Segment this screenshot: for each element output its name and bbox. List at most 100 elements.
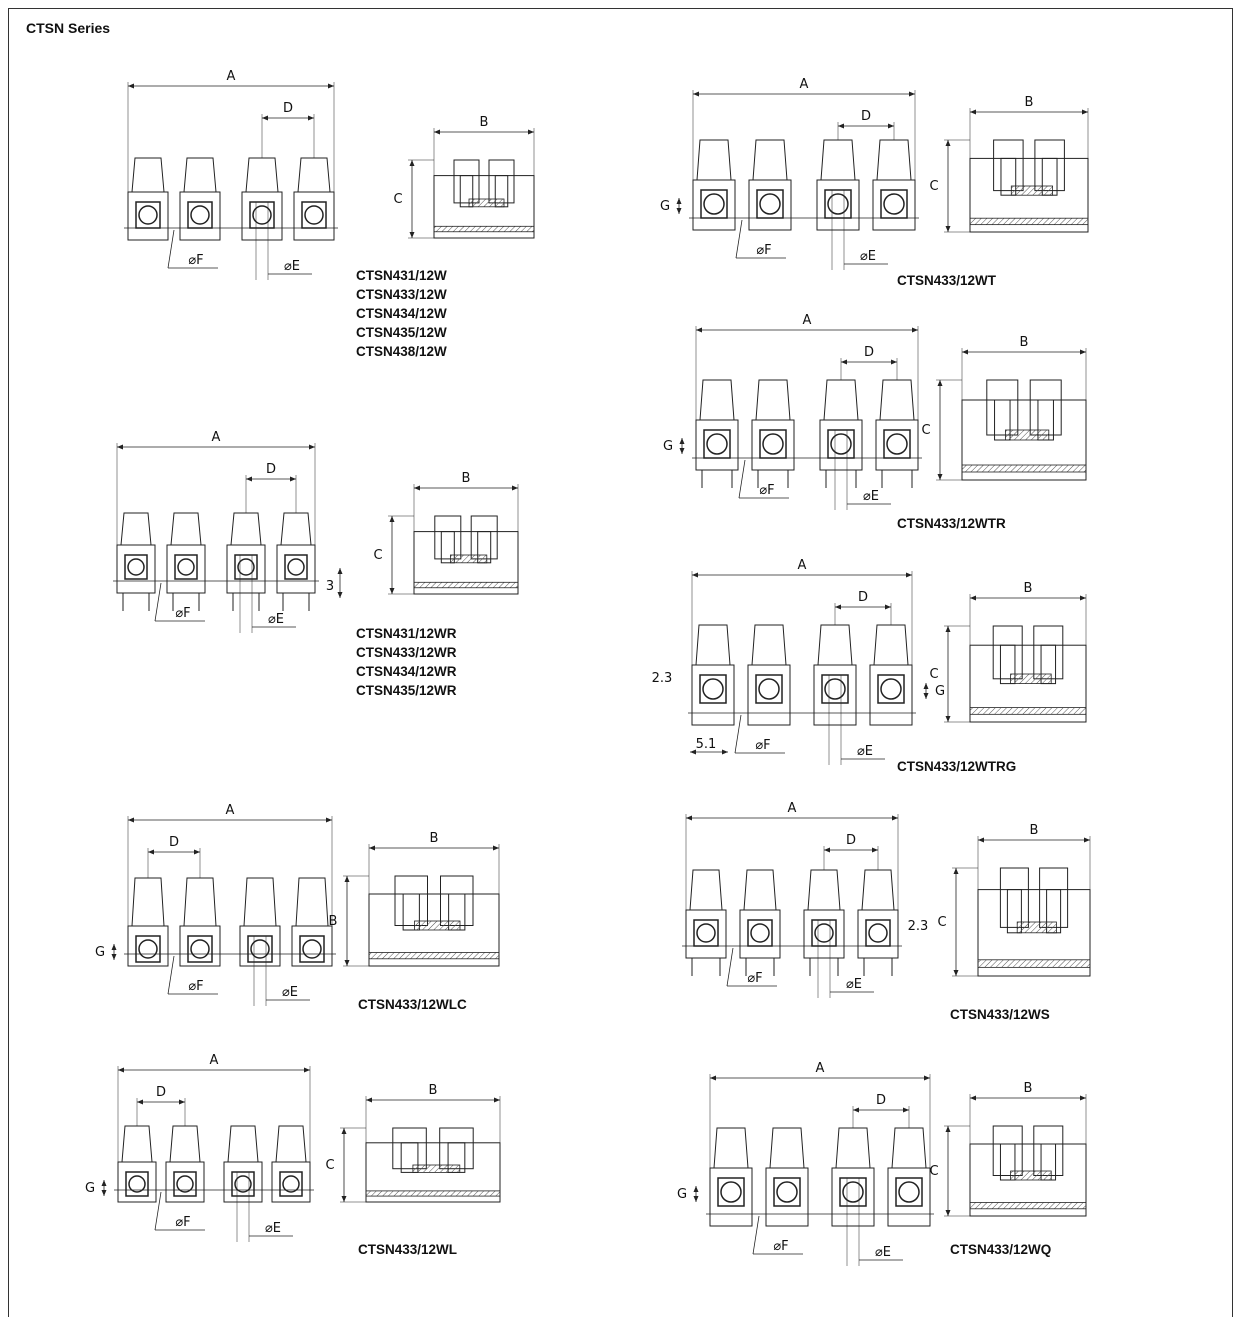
drawing-line — [1033, 1125, 1064, 1176]
drawing-line — [409, 160, 415, 166]
drawing-line — [676, 198, 682, 204]
drawing-line — [872, 179, 916, 231]
drawing-line — [885, 604, 891, 610]
series-title: CTSN Series — [26, 20, 111, 36]
drawing-line — [720, 1181, 742, 1203]
drawing-line — [695, 624, 731, 666]
front-view: A D ⌀F ⌀E G — [688, 558, 945, 765]
drawing-line — [743, 869, 777, 911]
drawing-line — [402, 893, 420, 931]
drawing-line — [691, 664, 735, 726]
drawing-line — [276, 544, 316, 594]
drawing-line — [409, 232, 415, 238]
drawing-line — [488, 159, 515, 204]
dimension-label: G — [935, 684, 945, 699]
drawing-line — [433, 225, 535, 233]
drawing-line — [1034, 139, 1065, 192]
dimension-label: G — [663, 439, 673, 454]
drawing-line — [439, 1127, 474, 1170]
drawing-line — [470, 515, 498, 560]
drawing-line — [449, 554, 488, 564]
dimension-label: ⌀F — [773, 1239, 788, 1254]
drawing-line — [453, 159, 480, 204]
caption-wtrg: CTSN433/12WTRG — [897, 759, 1017, 774]
drawing-line — [165, 1161, 205, 1203]
dimension-label: D — [266, 462, 276, 477]
drawing-line — [299, 935, 325, 963]
drawing-line — [127, 558, 145, 576]
dimension-label: A — [816, 1061, 825, 1076]
terminal — [226, 512, 266, 611]
drawing-line — [337, 568, 343, 574]
drawing-line — [111, 954, 117, 960]
drawing-line — [709, 1167, 753, 1227]
drawing-line — [344, 876, 350, 882]
terminal — [739, 869, 781, 976]
drawing-line — [876, 139, 912, 181]
drawing-line — [120, 512, 152, 546]
drawing-line — [1010, 185, 1053, 196]
drawing-line — [898, 1181, 920, 1203]
drawing-line — [752, 139, 788, 181]
drawing-line — [176, 1175, 194, 1193]
drawing-line — [239, 925, 281, 967]
drawing-line — [131, 877, 165, 927]
model-label: CTSN435/12W — [356, 325, 447, 340]
drawing-line — [823, 379, 859, 421]
drawing-line — [400, 1142, 419, 1173]
model-label: CTSN433/12WR — [356, 645, 457, 660]
drawing-line — [231, 1171, 255, 1197]
drawing-line — [328, 83, 334, 89]
drawing-line — [816, 179, 860, 231]
drawing-line — [676, 208, 682, 214]
dimension-label: ⌀E — [875, 1245, 891, 1260]
dimension-label: A — [226, 803, 235, 818]
drawing-line — [434, 515, 462, 560]
drawing-line — [246, 476, 252, 482]
drawing-line — [813, 664, 857, 726]
drawing-line — [111, 944, 117, 950]
drawing-line — [814, 923, 834, 943]
drawing-line — [819, 419, 863, 471]
drawing-line — [243, 877, 277, 927]
front-view: A D ⌀F ⌀E G — [663, 313, 922, 510]
drawing-line — [693, 91, 699, 97]
drawing-line — [831, 1167, 875, 1227]
drawing-line — [440, 875, 474, 926]
drawing-line — [101, 1180, 107, 1186]
dimension-label: B — [480, 115, 489, 130]
dimension-label: B — [329, 914, 338, 929]
drawing-line — [290, 476, 296, 482]
drawing-line — [842, 1181, 864, 1203]
drawing-line — [903, 1107, 909, 1113]
drawing-line — [131, 157, 165, 193]
drawing-line — [138, 939, 158, 959]
dimension-label: C — [921, 423, 930, 438]
side-view: BC — [937, 823, 1091, 977]
side-view: BC — [929, 1081, 1087, 1217]
drawing-line — [190, 939, 210, 959]
drawing-line — [807, 869, 841, 911]
drawing-line — [752, 1215, 760, 1255]
drawing-line — [735, 219, 743, 259]
drawing-line — [293, 191, 335, 241]
drawing-line — [341, 1196, 347, 1202]
drawing-line — [747, 664, 791, 726]
drawing-line — [247, 935, 273, 963]
drawing-line — [179, 925, 221, 967]
drawing-line — [167, 229, 175, 269]
dimension-label: G — [677, 1187, 687, 1202]
drawing-line — [366, 1097, 372, 1103]
dimension-label: B — [1024, 1081, 1033, 1096]
drawing-line — [127, 925, 169, 967]
terminal — [803, 869, 845, 976]
drawing-line — [758, 678, 780, 700]
drawing-line — [875, 419, 919, 471]
drawing-line — [440, 531, 455, 564]
drawing-line — [304, 1067, 310, 1073]
terminal — [165, 1125, 205, 1203]
dimension-label: ⌀F — [755, 738, 770, 753]
drawing-line — [413, 581, 519, 589]
caption-wr-list: CTSN431/12WR CTSN433/12WR CTSN434/12WR C… — [356, 624, 457, 700]
